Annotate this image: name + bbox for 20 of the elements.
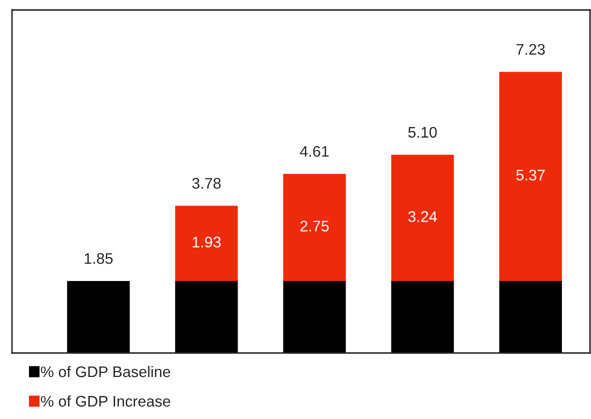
total-label: 7.23 <box>516 44 545 55</box>
total-label: 5.10 <box>408 126 437 138</box>
total-label: 1.85 <box>84 253 113 264</box>
data-label: 3.24 <box>408 211 437 222</box>
bar <box>391 154 454 281</box>
data-label: 2.75 <box>300 220 329 232</box>
total-label: 3.78 <box>192 178 221 189</box>
data-label: 1.93 <box>192 236 221 248</box>
data-label: 5.37 <box>516 170 545 181</box>
bar <box>67 280 130 353</box>
bar <box>175 206 238 281</box>
total-label: 4.61 <box>300 146 329 157</box>
bar <box>283 280 346 353</box>
bar <box>283 174 346 281</box>
legend-label: % of GDP Increase <box>40 396 170 407</box>
bar <box>175 280 238 353</box>
bar <box>499 280 562 353</box>
bar <box>499 72 562 281</box>
legend-label: % of GDP Baseline <box>40 366 170 378</box>
bar <box>391 280 454 353</box>
